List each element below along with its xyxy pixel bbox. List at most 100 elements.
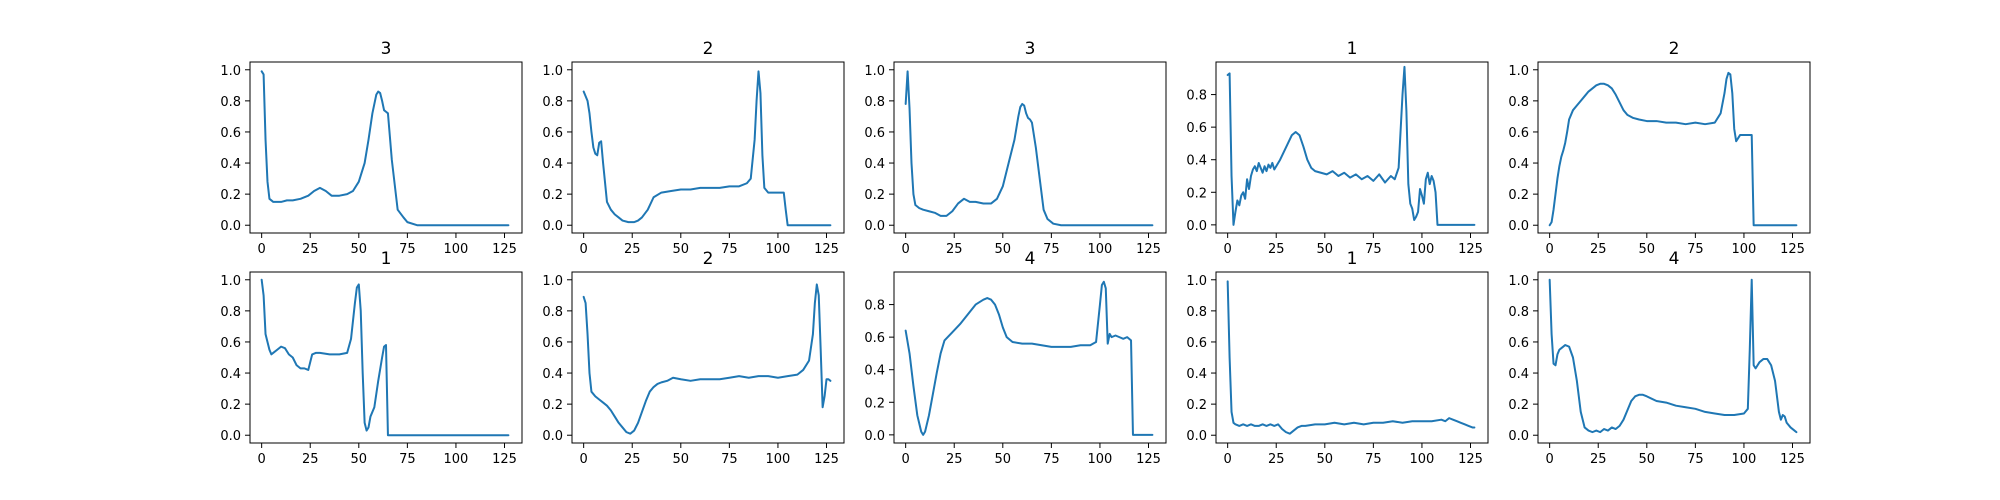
y-tick-label: 0.6 xyxy=(1186,121,1207,136)
y-tick-label: 0.8 xyxy=(864,299,885,314)
x-tick-label: 125 xyxy=(1136,242,1161,257)
y-tick-label: 0.0 xyxy=(542,429,563,444)
x-tick-label: 75 xyxy=(1043,452,1060,467)
x-tick-label: 50 xyxy=(1317,242,1334,257)
x-tick-label: 50 xyxy=(1639,452,1656,467)
series-line xyxy=(904,280,1154,436)
y-tick-label: 0.0 xyxy=(1508,219,1529,234)
x-tick-label: 50 xyxy=(351,242,368,257)
y-tick-label: 0.6 xyxy=(220,126,241,141)
subplot-title: 3 xyxy=(381,39,392,59)
y-tick-label: 0.2 xyxy=(864,188,885,203)
x-tick-label: 100 xyxy=(1732,242,1757,257)
y-tick-label: 0.6 xyxy=(864,126,885,141)
x-tick-label: 125 xyxy=(1458,452,1483,467)
y-tick-label: 0.4 xyxy=(864,157,885,172)
y-tick-label: 0.2 xyxy=(1508,398,1529,413)
x-tick-label: 0 xyxy=(258,242,266,257)
y-tick-label: 0.0 xyxy=(1186,219,1207,234)
x-tick-label: 75 xyxy=(1043,242,1060,257)
y-tick-label: 1.0 xyxy=(864,64,885,79)
y-tick-label: 0.6 xyxy=(542,336,563,351)
y-tick-label: 0.8 xyxy=(542,95,563,110)
x-tick-label: 25 xyxy=(1590,242,1607,257)
x-tick-label: 50 xyxy=(351,452,368,467)
plot-frame xyxy=(1537,271,1811,444)
y-tick-label: 0.8 xyxy=(542,305,563,320)
x-tick-label: 75 xyxy=(721,452,738,467)
plot-frame xyxy=(249,271,523,444)
plot-frame xyxy=(571,61,845,234)
y-tick-label: 0.4 xyxy=(1186,154,1207,169)
y-tick-label: 0.0 xyxy=(864,429,885,444)
y-tick-label: 0.4 xyxy=(1508,157,1529,172)
series-line xyxy=(260,70,510,227)
y-tick-label: 0.2 xyxy=(1186,398,1207,413)
y-tick-label: 1.0 xyxy=(1508,274,1529,289)
x-tick-label: 100 xyxy=(444,242,469,257)
y-tick-label: 0.4 xyxy=(220,157,241,172)
x-tick-label: 125 xyxy=(814,452,839,467)
y-tick-label: 0.4 xyxy=(542,367,563,382)
series-line xyxy=(582,283,832,435)
x-tick-label: 100 xyxy=(766,452,791,467)
y-tick-label: 0.2 xyxy=(220,398,241,413)
y-tick-label: 0.8 xyxy=(220,305,241,320)
x-tick-label: 100 xyxy=(444,452,469,467)
x-tick-label: 75 xyxy=(399,452,416,467)
series-line xyxy=(1548,278,1798,434)
x-tick-label: 0 xyxy=(258,452,266,467)
x-tick-label: 50 xyxy=(673,242,690,257)
x-tick-label: 75 xyxy=(399,242,416,257)
x-tick-label: 50 xyxy=(673,452,690,467)
y-tick-label: 0.0 xyxy=(864,219,885,234)
series-line xyxy=(1226,65,1476,226)
subplot-title: 4 xyxy=(1025,249,1036,269)
y-tick-label: 0.6 xyxy=(542,126,563,141)
x-tick-label: 0 xyxy=(1546,242,1554,257)
y-tick-label: 1.0 xyxy=(542,64,563,79)
subplot-2: 0 25 50 75 100 125 0.0 0.2 0.4 0.6 0.8 1.0 2 xyxy=(542,39,845,257)
x-tick-label: 0 xyxy=(902,242,910,257)
y-tick-label: 0.4 xyxy=(864,364,885,379)
series-line xyxy=(260,278,510,437)
subplot-3: 0 25 50 75 100 125 0.0 0.2 0.4 0.6 0.8 1.0 3 xyxy=(864,39,1167,257)
x-tick-label: 0 xyxy=(580,452,588,467)
subplot-title: 4 xyxy=(1669,249,1680,269)
subplot-title: 2 xyxy=(703,39,714,59)
y-tick-label: 1.0 xyxy=(1508,64,1529,79)
plot-frame xyxy=(1215,61,1489,234)
subplot-5: 0 25 50 75 100 125 0.0 0.2 0.4 0.6 0.8 1.0 2 xyxy=(1508,39,1811,257)
y-tick-label: 0.2 xyxy=(220,188,241,203)
x-tick-label: 25 xyxy=(946,452,963,467)
x-tick-label: 125 xyxy=(1780,452,1805,467)
subplot-6: 0 25 50 75 100 125 0.0 0.2 0.4 0.6 0.8 1.0 1 xyxy=(220,249,523,467)
x-tick-label: 25 xyxy=(624,452,641,467)
subplot-7: 0 25 50 75 100 125 0.0 0.2 0.4 0.6 0.8 1.0 2 xyxy=(542,249,845,467)
x-tick-label: 100 xyxy=(1410,242,1435,257)
y-tick-label: 0.6 xyxy=(1508,336,1529,351)
y-tick-label: 0.2 xyxy=(542,188,563,203)
x-tick-label: 25 xyxy=(1590,452,1607,467)
x-tick-label: 75 xyxy=(721,242,738,257)
x-tick-label: 50 xyxy=(1639,242,1656,257)
subplot-title: 1 xyxy=(1347,249,1358,269)
y-tick-label: 0.0 xyxy=(542,219,563,234)
subplot-8: 0 25 50 75 100 125 0.0 0.2 0.4 0.6 0.8 4 xyxy=(864,249,1167,467)
y-tick-label: 0.8 xyxy=(1508,305,1529,320)
series-line xyxy=(582,70,832,227)
plot-frame xyxy=(249,61,523,234)
y-tick-label: 0.4 xyxy=(542,157,563,172)
x-tick-label: 125 xyxy=(1780,242,1805,257)
y-tick-label: 0.2 xyxy=(1508,188,1529,203)
y-tick-label: 0.6 xyxy=(1508,126,1529,141)
y-tick-label: 0.4 xyxy=(1186,367,1207,382)
x-tick-label: 25 xyxy=(1268,452,1285,467)
y-tick-label: 0.0 xyxy=(1186,429,1207,444)
x-tick-label: 0 xyxy=(1224,242,1232,257)
x-tick-label: 75 xyxy=(1687,452,1704,467)
y-tick-label: 1.0 xyxy=(542,274,563,289)
y-tick-label: 0.0 xyxy=(220,429,241,444)
x-tick-label: 25 xyxy=(624,242,641,257)
